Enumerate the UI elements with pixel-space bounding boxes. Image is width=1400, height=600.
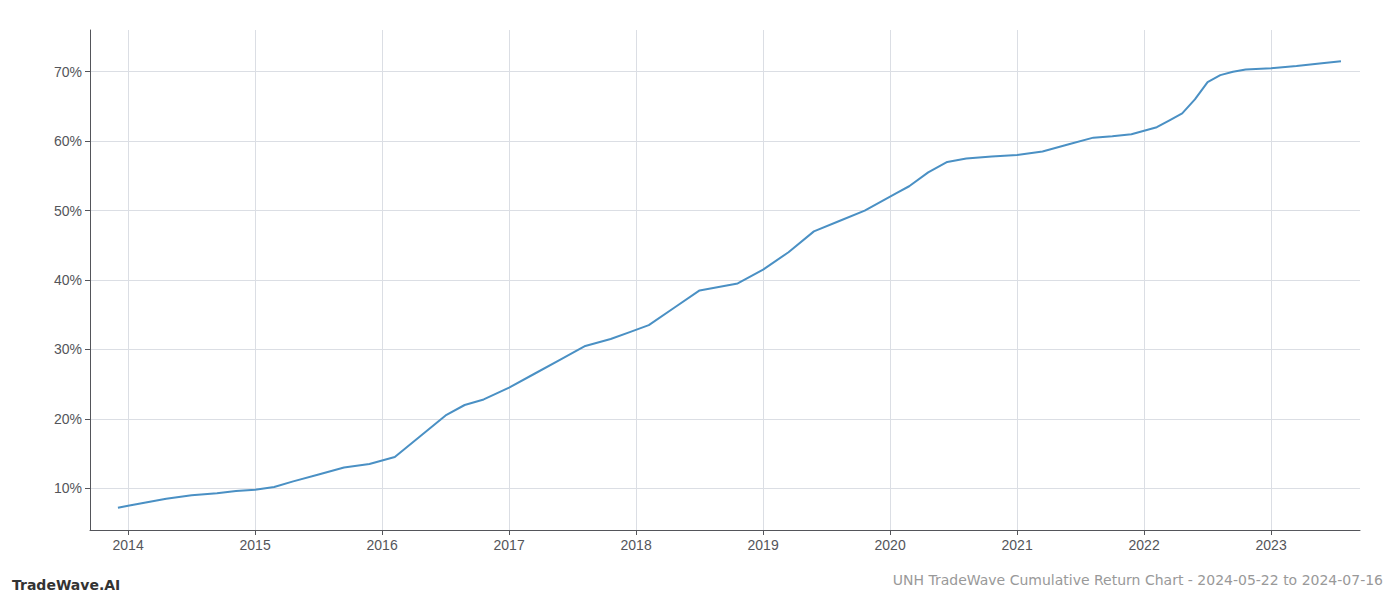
svg-text:2015: 2015 bbox=[240, 537, 271, 553]
svg-text:2023: 2023 bbox=[1256, 537, 1287, 553]
svg-text:TradeWave.AI: TradeWave.AI bbox=[12, 577, 120, 593]
svg-text:2020: 2020 bbox=[875, 537, 906, 553]
svg-text:60%: 60% bbox=[54, 133, 82, 149]
svg-text:10%: 10% bbox=[54, 480, 82, 496]
svg-text:2022: 2022 bbox=[1129, 537, 1160, 553]
svg-text:2016: 2016 bbox=[367, 537, 398, 553]
svg-text:2018: 2018 bbox=[621, 537, 652, 553]
svg-text:UNH TradeWave Cumulative Retur: UNH TradeWave Cumulative Return Chart - … bbox=[893, 572, 1383, 588]
svg-text:2017: 2017 bbox=[494, 537, 525, 553]
svg-text:70%: 70% bbox=[54, 64, 82, 80]
svg-text:2021: 2021 bbox=[1002, 537, 1033, 553]
svg-text:20%: 20% bbox=[54, 411, 82, 427]
svg-text:2014: 2014 bbox=[113, 537, 144, 553]
svg-text:50%: 50% bbox=[54, 203, 82, 219]
svg-text:40%: 40% bbox=[54, 272, 82, 288]
svg-text:2019: 2019 bbox=[748, 537, 779, 553]
svg-text:30%: 30% bbox=[54, 341, 82, 357]
